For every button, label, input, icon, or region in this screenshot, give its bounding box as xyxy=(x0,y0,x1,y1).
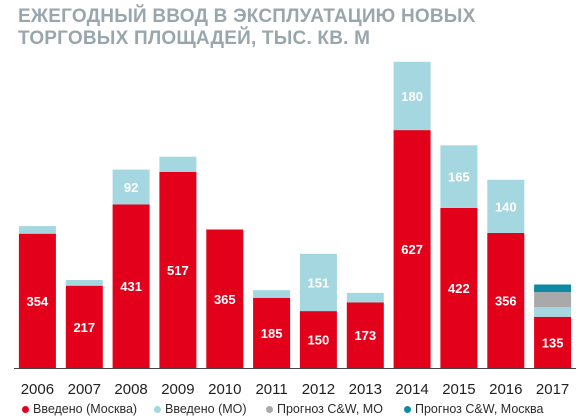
data-label-2012-series-1: 151 xyxy=(308,275,330,290)
chart-title-line-1: ЕЖЕГОДНЫЙ ВВОД В ЭКСПЛУАТАЦИЮ НОВЫХ xyxy=(18,6,476,27)
data-label-2006-series-0: 354 xyxy=(27,294,49,309)
bar-2014-series-1 xyxy=(393,61,431,131)
legend-item-0: Введено (Москва) xyxy=(22,402,137,416)
bar-2007-series-1 xyxy=(65,280,103,286)
bar-2010-series-0 xyxy=(206,229,244,368)
data-label-2016-series-0: 356 xyxy=(495,294,517,309)
bar-2017-series-3 xyxy=(534,284,572,293)
x-tick-label-2012: 2012 xyxy=(302,381,335,398)
data-label-2007-series-0: 217 xyxy=(73,320,95,335)
bar-2009-series-0 xyxy=(159,171,197,368)
bar-2007-series-0 xyxy=(65,285,103,368)
bar-2013-series-1 xyxy=(346,292,384,303)
bar-2008-series-1 xyxy=(112,169,150,205)
bar-2012-series-0 xyxy=(299,311,337,368)
x-tick-label-2009: 2009 xyxy=(161,381,194,398)
x-tick-label-2017: 2017 xyxy=(536,381,569,398)
chart-title-line-2: ТОРГОВЫХ ПЛОЩАДЕЙ, ТЫС. КВ. М xyxy=(18,28,371,49)
legend-item-2: Прогноз C&W, МО xyxy=(266,402,383,416)
legend-label-1: Введено (МО) xyxy=(165,402,247,416)
data-label-2010-series-0: 365 xyxy=(214,292,236,307)
data-label-2017-series-0: 135 xyxy=(542,335,564,350)
x-tick-label-2014: 2014 xyxy=(395,381,428,398)
legend-swatch-3 xyxy=(404,405,411,413)
bar-2017-series-1 xyxy=(534,307,572,317)
x-tick-label-2007: 2007 xyxy=(68,381,101,398)
data-label-2013-series-0: 173 xyxy=(354,328,376,343)
bar-2012-series-1 xyxy=(299,253,337,312)
legend-item-3: Прогноз C&W, Москва xyxy=(404,402,543,416)
bar-2011-series-0 xyxy=(253,297,291,368)
x-tick-label-2006: 2006 xyxy=(21,381,54,398)
chart-legend: Введено (Москва) Введено (МО) Прогноз C&W,… xyxy=(22,402,579,419)
bar-2011-series-1 xyxy=(253,290,291,298)
legend-label-0: Введено (Москва) xyxy=(33,402,138,416)
bar-2013-series-0 xyxy=(346,302,384,368)
bar-2016-series-0 xyxy=(487,232,525,368)
x-tick-label-2016: 2016 xyxy=(489,381,522,398)
data-label-2008-series-0: 431 xyxy=(120,279,142,294)
data-label-2014-series-0: 627 xyxy=(401,242,423,257)
legend-label-3: Прогноз C&W, Москва xyxy=(415,402,544,416)
legend-swatch-2 xyxy=(266,405,273,413)
x-tick-label-2013: 2013 xyxy=(349,381,382,398)
data-label-2011-series-0: 185 xyxy=(261,326,283,341)
data-label-2008-series-1: 92 xyxy=(124,180,138,195)
x-tick-label-2010: 2010 xyxy=(208,381,241,398)
x-tick-label-2011: 2011 xyxy=(255,381,287,398)
bar-2015-series-1 xyxy=(440,145,478,208)
data-label-2015-series-1: 165 xyxy=(448,170,470,185)
bar-2008-series-0 xyxy=(112,204,150,368)
bar-2006-series-0 xyxy=(18,233,56,368)
data-label-2014-series-1: 180 xyxy=(401,89,423,104)
bar-2006-series-1 xyxy=(18,226,56,234)
data-label-2015-series-0: 422 xyxy=(448,281,470,296)
data-label-2009-series-0: 517 xyxy=(167,263,189,278)
legend-item-1: Введено (МО) xyxy=(154,402,247,416)
legend-swatch-0 xyxy=(22,405,29,413)
x-tick-label-2015: 2015 xyxy=(442,381,475,398)
bar-2017-series-2 xyxy=(534,292,572,308)
bar-2016-series-1 xyxy=(487,179,525,233)
legend-swatch-1 xyxy=(154,405,161,413)
bar-2009-series-1 xyxy=(159,156,197,172)
x-tick-label-2008: 2008 xyxy=(114,381,147,398)
data-label-2016-series-1: 140 xyxy=(495,199,517,214)
bar-2015-series-0 xyxy=(440,207,478,368)
bar-chart: 354 2006 217 2007 431 92 2008 517 2009 365 2010 185… xyxy=(14,61,576,398)
chart-title: ЕЖЕГОДНЫЙ ВВОД В ЭКСПЛУАТАЦИЮ НОВЫХ ТОРГ… xyxy=(18,6,573,50)
data-label-2012-series-0: 150 xyxy=(308,333,330,348)
bar-2014-series-0 xyxy=(393,130,431,368)
bar-2017-series-0 xyxy=(534,316,572,368)
legend-label-2: Прогноз C&W, МО xyxy=(277,402,383,416)
